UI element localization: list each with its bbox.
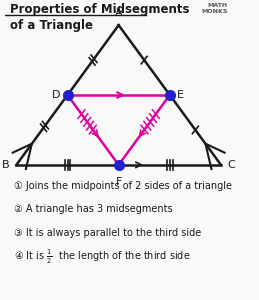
Text: MATH
MONKS: MATH MONKS <box>201 3 228 14</box>
Text: C: C <box>228 160 235 170</box>
Text: D: D <box>52 90 61 100</box>
Text: B: B <box>2 160 10 170</box>
Text: F: F <box>116 177 122 187</box>
Text: A: A <box>115 8 123 18</box>
Text: ① Joins the midpoints of 2 sides of a triangle: ① Joins the midpoints of 2 sides of a tr… <box>14 181 232 191</box>
Text: ③ It is always parallel to the third side: ③ It is always parallel to the third sid… <box>14 228 201 238</box>
Text: ④ It is $\frac{1}{2}$  the length of the third side: ④ It is $\frac{1}{2}$ the length of the … <box>14 248 191 266</box>
Text: E: E <box>177 90 184 100</box>
Text: Properties of Midsegments
of a Triangle: Properties of Midsegments of a Triangle <box>10 3 189 32</box>
Text: ② A triangle has 3 midsegments: ② A triangle has 3 midsegments <box>14 204 173 214</box>
